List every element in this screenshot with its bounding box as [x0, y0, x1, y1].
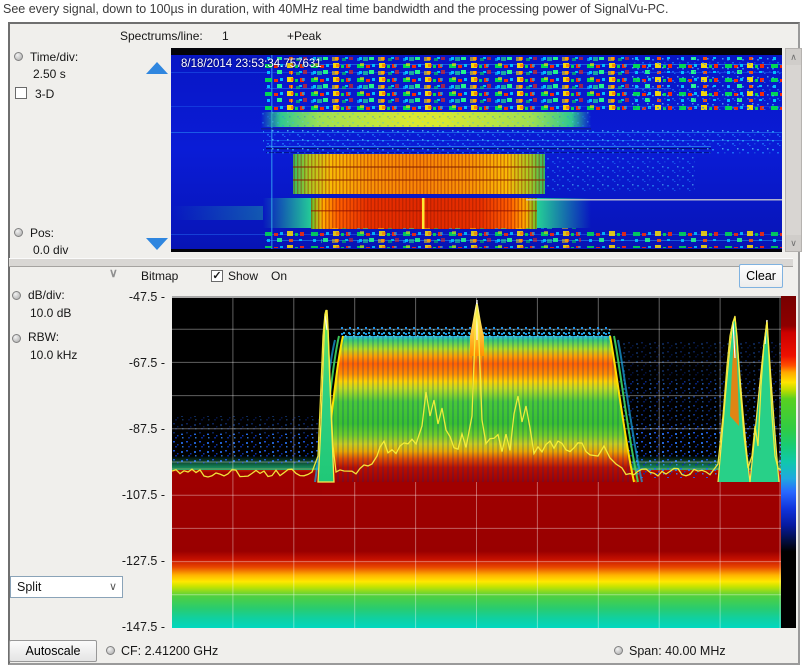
axis-tick: - — [160, 488, 165, 502]
rbw-value[interactable]: 10.0 kHz — [30, 348, 78, 362]
page-caption: See every signal, down to 100µs in durat… — [3, 2, 669, 16]
split-dropdown-value: Split — [17, 580, 42, 594]
rbw-knob-icon[interactable] — [12, 334, 21, 343]
span-knob-icon[interactable] — [614, 646, 623, 655]
panel-divider[interactable] — [9, 258, 793, 267]
autoscale-button[interactable]: Autoscale — [9, 640, 97, 662]
position-marker-top-icon[interactable] — [146, 62, 168, 74]
axis-tick: - — [160, 554, 165, 568]
spectrogram-image — [171, 48, 782, 252]
pos-value[interactable]: 0.0 div — [33, 243, 69, 257]
spectrums-per-line-value[interactable]: 1 — [222, 29, 229, 43]
show-label: Show — [228, 269, 259, 283]
split-dropdown[interactable]: Split ∨ — [10, 576, 123, 598]
color-scale-legend — [781, 296, 796, 628]
y-axis-label: -127.5 - — [121, 554, 165, 568]
y-axis-label: -87.5 - — [128, 422, 165, 436]
time-per-div-label: Time/div: — [30, 50, 79, 64]
y-axis-label: -147.5 - — [121, 620, 165, 634]
pos-label: Pos: — [30, 226, 55, 240]
span-readout[interactable]: Span: 40.00 MHz — [629, 644, 726, 658]
chevron-down-icon: ∨ — [108, 581, 117, 593]
cf-knob-icon[interactable] — [106, 646, 115, 655]
position-marker-bottom-icon[interactable] — [146, 238, 168, 250]
time-per-div-value[interactable]: 2.50 s — [33, 67, 66, 81]
detector-selector[interactable]: +Peak — [287, 29, 322, 43]
pos-knob-icon[interactable] — [14, 228, 23, 237]
axis-tick: - — [160, 422, 165, 436]
axis-tick: - — [160, 356, 165, 370]
spectrogram-scrollbar[interactable]: ∧ ∨ — [785, 48, 802, 252]
scroll-up-icon[interactable]: ∧ — [786, 49, 801, 65]
db-per-div-value[interactable]: 10.0 dB — [30, 306, 72, 320]
time-per-div-knob-icon[interactable] — [14, 52, 23, 61]
spectrum-bitmap — [171, 296, 782, 628]
spectrums-per-line-label: Spectrums/line: — [120, 29, 203, 43]
y-axis-label: -107.5 - — [121, 488, 165, 502]
clear-button[interactable]: Clear — [739, 264, 783, 288]
cf-readout[interactable]: CF: 2.41200 GHz — [121, 644, 219, 658]
scroll-down-icon[interactable]: ∨ — [786, 235, 801, 251]
three-d-checkbox[interactable] — [15, 87, 27, 99]
db-per-div-label: dB/div: — [28, 288, 65, 302]
db-per-div-knob-icon[interactable] — [12, 291, 21, 300]
spectrogram-timestamp: 8/18/2014 23:53:34.757631 — [181, 58, 322, 70]
y-axis-label: -67.5 - — [128, 356, 165, 370]
spectrogram-display[interactable] — [171, 48, 782, 252]
three-d-label: 3-D — [35, 87, 55, 101]
on-label: On — [271, 269, 288, 283]
show-checkbox[interactable]: ✓ — [211, 270, 223, 282]
axis-tick: - — [160, 620, 165, 634]
collapse-chevron-icon[interactable]: ∨ — [109, 266, 118, 280]
view-mode-label[interactable]: Bitmap — [141, 269, 179, 283]
axis-tick: - — [160, 290, 165, 304]
spectrum-display[interactable] — [171, 296, 796, 628]
rbw-label: RBW: — [28, 330, 60, 344]
y-axis-label: -47.5 - — [128, 290, 165, 304]
